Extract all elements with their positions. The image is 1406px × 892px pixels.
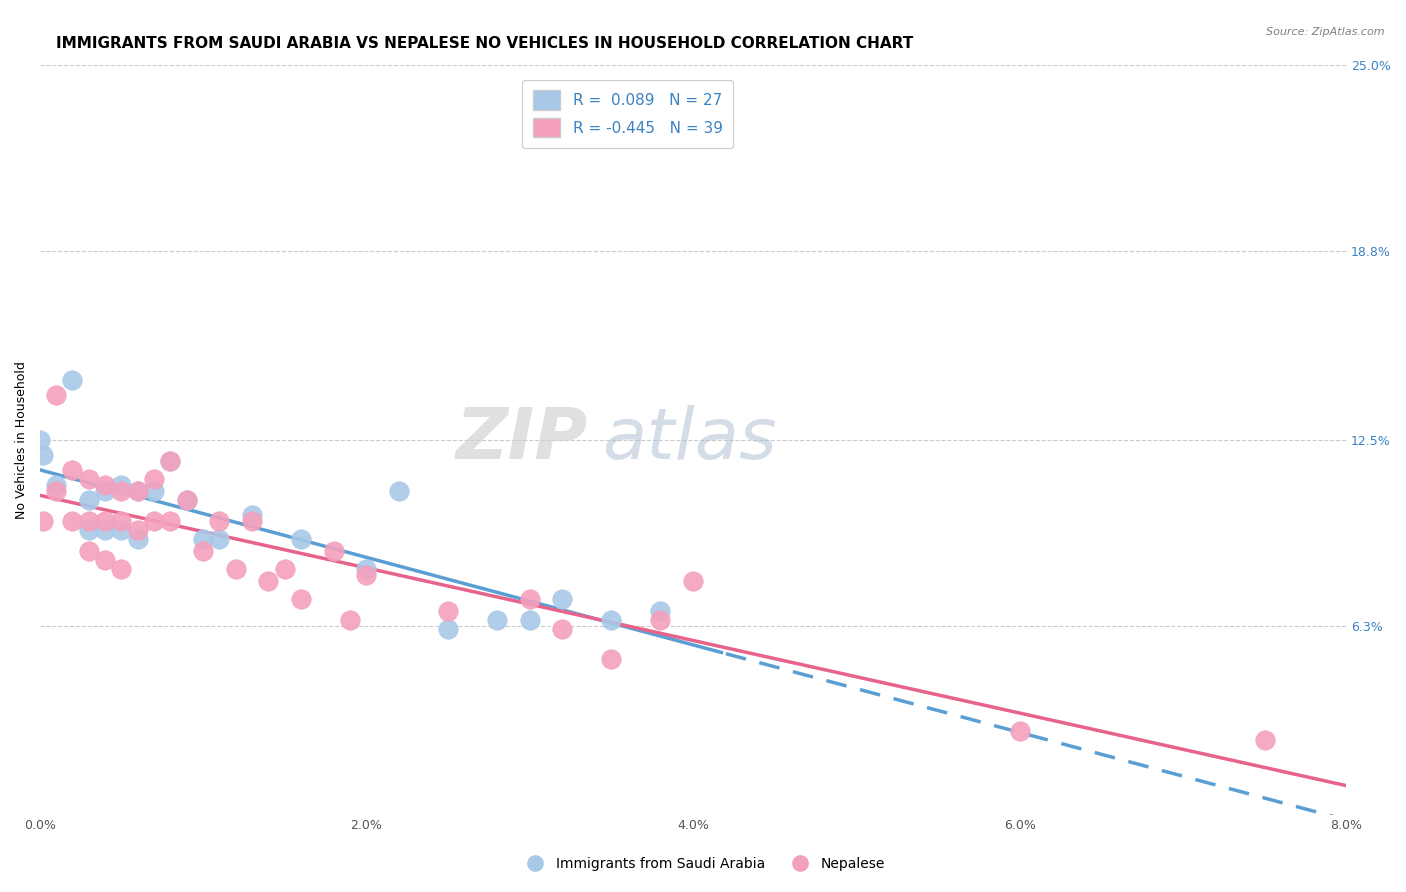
Text: IMMIGRANTS FROM SAUDI ARABIA VS NEPALESE NO VEHICLES IN HOUSEHOLD CORRELATION CH: IMMIGRANTS FROM SAUDI ARABIA VS NEPALESE… bbox=[56, 36, 914, 51]
Point bbox=[176, 492, 198, 507]
Point bbox=[1253, 732, 1275, 747]
Point bbox=[356, 567, 378, 582]
Point bbox=[127, 523, 149, 537]
Point bbox=[127, 483, 149, 498]
Point bbox=[62, 514, 84, 528]
Point bbox=[94, 483, 117, 498]
Point bbox=[225, 561, 247, 575]
Point bbox=[191, 532, 214, 546]
Point bbox=[322, 543, 344, 558]
Point bbox=[682, 574, 704, 588]
Point bbox=[62, 462, 84, 476]
Point bbox=[240, 508, 263, 522]
Point bbox=[159, 453, 181, 467]
Point bbox=[143, 483, 166, 498]
Point bbox=[77, 514, 100, 528]
Point bbox=[110, 514, 132, 528]
Point bbox=[650, 603, 672, 617]
Point bbox=[110, 483, 132, 498]
Point bbox=[45, 387, 67, 401]
Text: Source: ZipAtlas.com: Source: ZipAtlas.com bbox=[1267, 27, 1385, 37]
Point bbox=[127, 532, 149, 546]
Point bbox=[519, 591, 541, 606]
Point bbox=[257, 574, 280, 588]
Point bbox=[519, 613, 541, 627]
Point bbox=[77, 492, 100, 507]
Point bbox=[77, 543, 100, 558]
Text: ZIP: ZIP bbox=[457, 405, 589, 474]
Point bbox=[94, 523, 117, 537]
Point bbox=[208, 532, 231, 546]
Point bbox=[437, 622, 460, 636]
Point bbox=[339, 613, 361, 627]
Point bbox=[28, 433, 51, 447]
Point bbox=[94, 477, 117, 491]
Point bbox=[110, 477, 132, 491]
Legend: R =  0.089   N = 27, R = -0.445   N = 39: R = 0.089 N = 27, R = -0.445 N = 39 bbox=[522, 79, 734, 148]
Point bbox=[159, 514, 181, 528]
Point bbox=[240, 514, 263, 528]
Point bbox=[600, 651, 623, 665]
Point bbox=[94, 552, 117, 566]
Point bbox=[290, 532, 312, 546]
Y-axis label: No Vehicles in Household: No Vehicles in Household bbox=[15, 360, 28, 518]
Legend: Immigrants from Saudi Arabia, Nepalese: Immigrants from Saudi Arabia, Nepalese bbox=[516, 851, 890, 876]
Point bbox=[94, 514, 117, 528]
Point bbox=[274, 561, 297, 575]
Point bbox=[143, 514, 166, 528]
Text: atlas: atlas bbox=[602, 405, 776, 474]
Point bbox=[143, 472, 166, 486]
Point bbox=[1008, 723, 1031, 738]
Point bbox=[600, 613, 623, 627]
Point bbox=[77, 472, 100, 486]
Point bbox=[388, 483, 411, 498]
Point bbox=[45, 477, 67, 491]
Point bbox=[32, 448, 55, 462]
Point bbox=[176, 492, 198, 507]
Point bbox=[551, 622, 574, 636]
Point bbox=[110, 561, 132, 575]
Point bbox=[77, 523, 100, 537]
Point bbox=[486, 613, 509, 627]
Point bbox=[127, 483, 149, 498]
Point bbox=[650, 613, 672, 627]
Point bbox=[290, 591, 312, 606]
Point bbox=[551, 591, 574, 606]
Point bbox=[62, 373, 84, 387]
Point bbox=[32, 514, 55, 528]
Point bbox=[159, 453, 181, 467]
Point bbox=[356, 561, 378, 575]
Point bbox=[110, 523, 132, 537]
Point bbox=[45, 483, 67, 498]
Point bbox=[437, 603, 460, 617]
Point bbox=[191, 543, 214, 558]
Point bbox=[208, 514, 231, 528]
